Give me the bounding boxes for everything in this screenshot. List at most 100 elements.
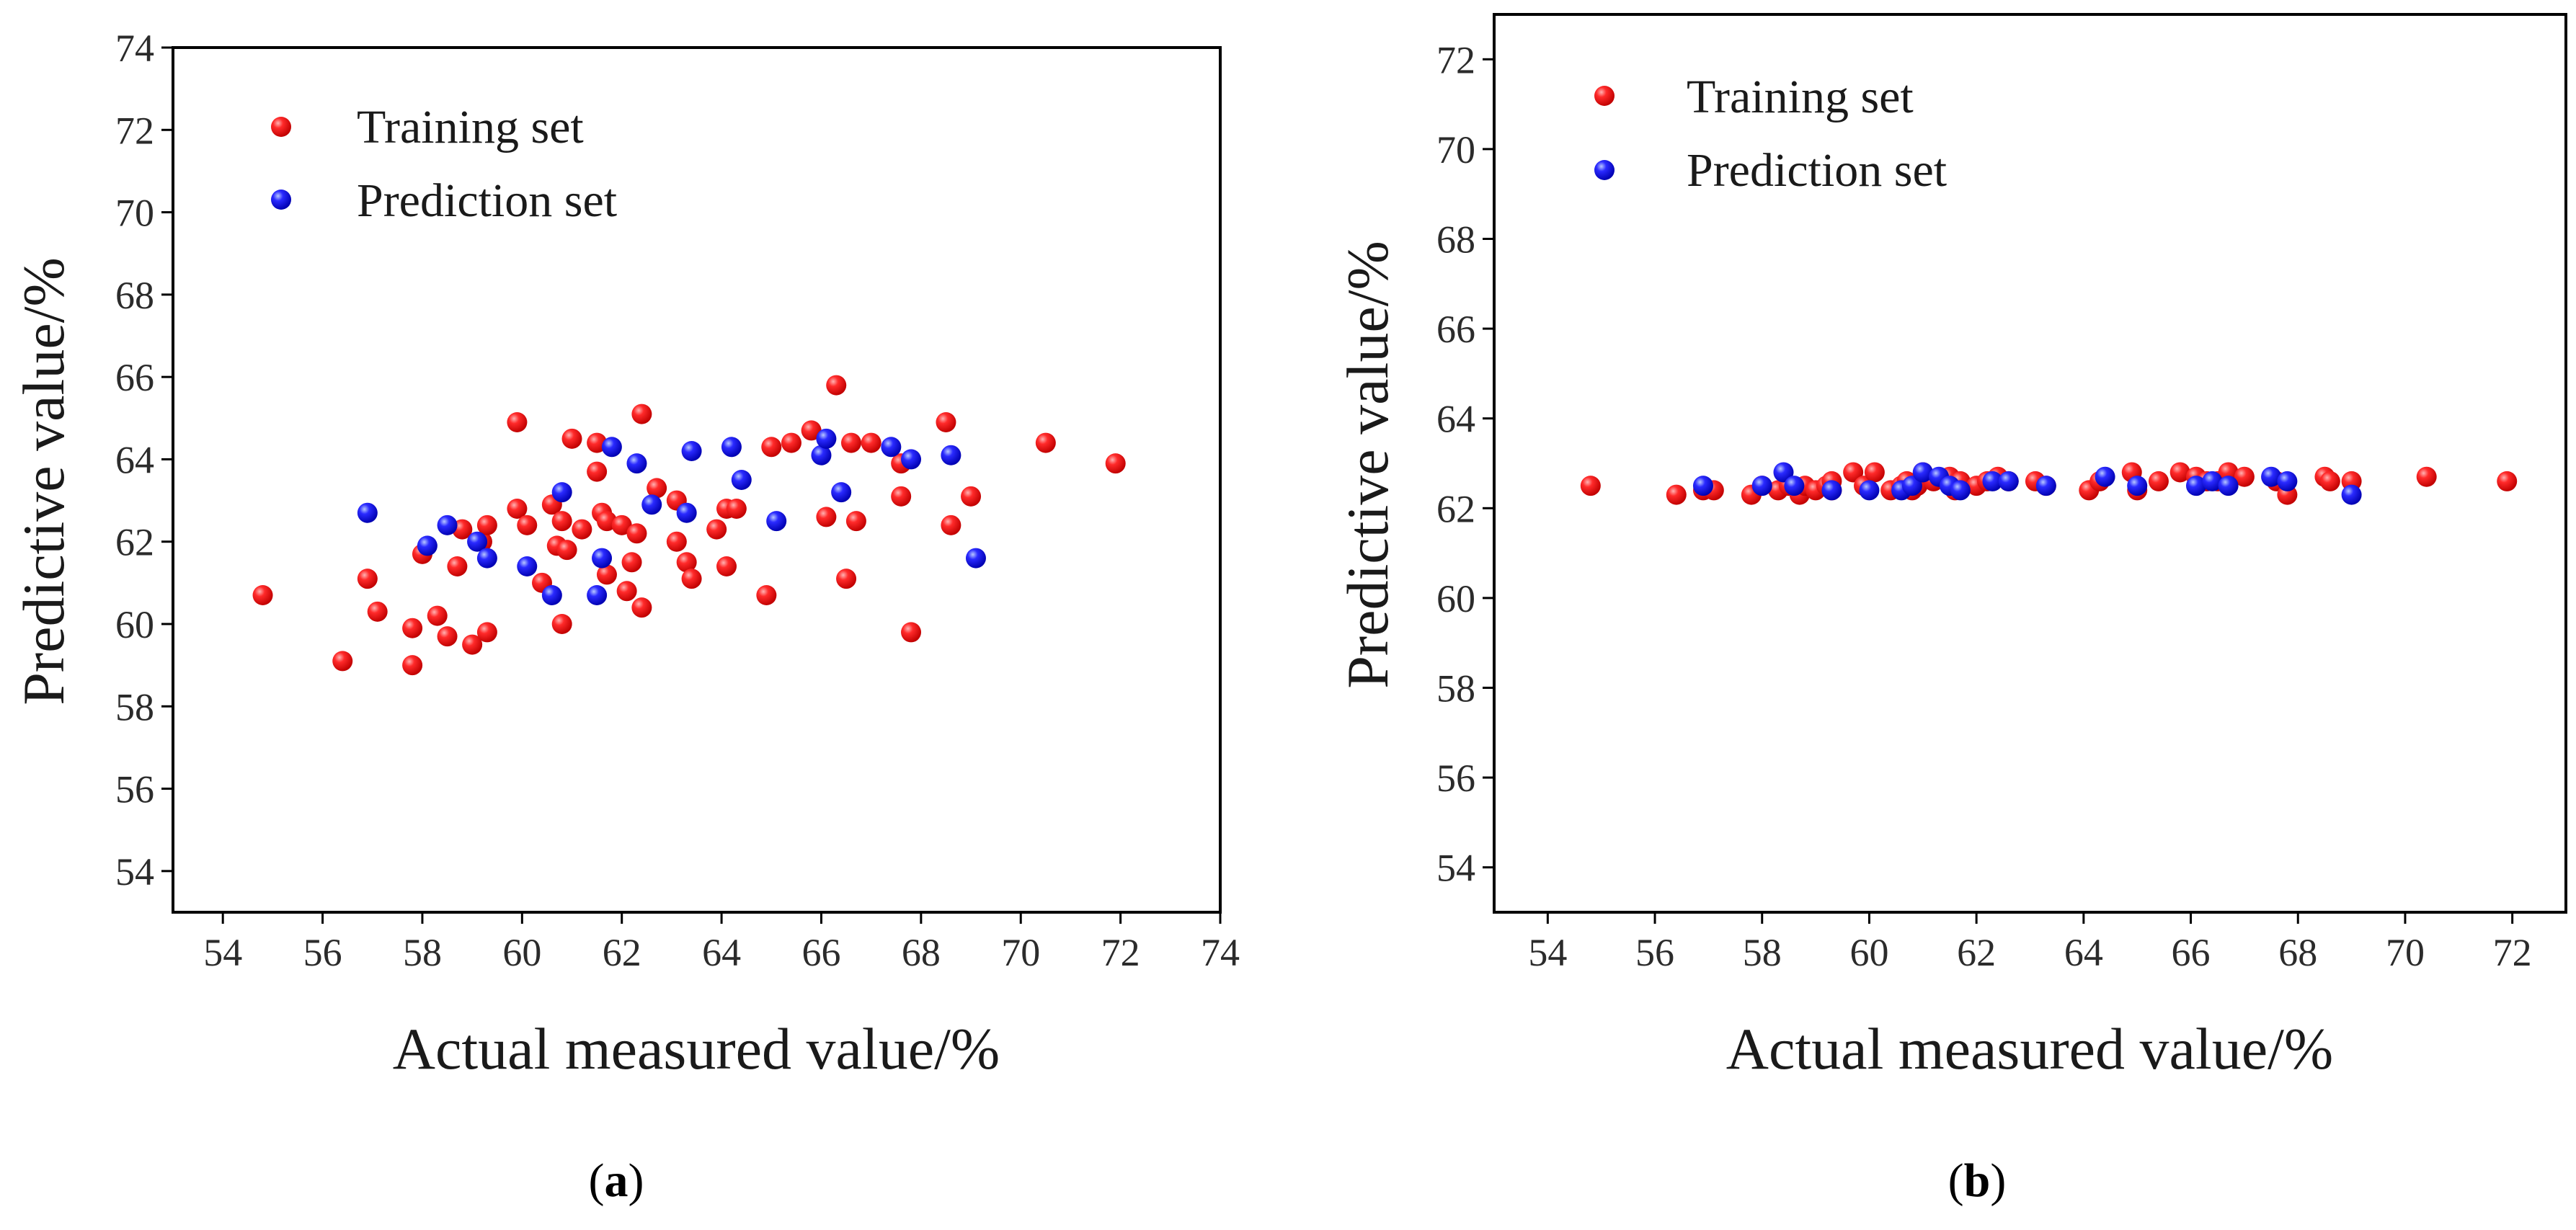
x-tick-label: 64: [2064, 931, 2103, 974]
training-set-point: [517, 514, 538, 535]
y-tick-label: 56: [1436, 757, 1475, 800]
training-set-point: [1843, 462, 1864, 483]
panel-b-prediction-points: [1692, 462, 2362, 505]
panel-b-legend-prediction-label: Prediction set: [1687, 144, 1947, 197]
training-set-point: [252, 585, 273, 605]
prediction-set-point: [766, 511, 787, 532]
y-tick-label: 54: [1436, 847, 1475, 890]
y-tick-label: 72: [1436, 38, 1475, 81]
prediction-set-point: [941, 445, 961, 465]
prediction-set-point: [731, 470, 752, 490]
panel-b-y-axis-title: Predictive value/%: [1335, 241, 1400, 689]
y-tick-label: 74: [115, 27, 154, 70]
prediction-set-point: [592, 548, 613, 569]
prediction-set-point: [676, 502, 697, 523]
training-set-point: [561, 428, 582, 449]
prediction-set-point: [965, 548, 986, 569]
prediction-set-point: [2277, 471, 2298, 491]
prediction-set-point: [626, 453, 647, 474]
y-tick-label: 64: [1436, 398, 1475, 441]
prediction-set-point: [2218, 476, 2239, 496]
training-set-point: [836, 569, 857, 589]
training-set-point: [621, 552, 642, 573]
prediction-set-point: [1821, 480, 1842, 501]
x-tick-label: 70: [2386, 931, 2425, 974]
panel-a-legend-training-label: Training set: [357, 101, 584, 153]
training-set-point: [616, 581, 637, 602]
training-set-point: [647, 478, 667, 499]
panel-b-legend-training-marker: [1594, 86, 1615, 106]
training-set-point: [1666, 484, 1687, 505]
prediction-set-point: [467, 531, 488, 552]
y-tick-label: 72: [115, 109, 154, 152]
panel-b-x-axis-title: Actual measured value/%: [1726, 1016, 2333, 1082]
x-tick-label: 54: [1528, 931, 1567, 974]
training-set-point: [941, 514, 961, 535]
y-tick-label: 64: [115, 438, 154, 481]
panel-b-legend: Training set Prediction set: [1594, 71, 1947, 197]
panel-b-x-ticks: 54 56 58 60 62 64 66 68 70 72: [1528, 912, 2532, 974]
training-set-point: [826, 375, 847, 396]
prediction-set-point: [357, 502, 378, 523]
prediction-set-point: [1784, 476, 1805, 496]
prediction-set-point: [437, 514, 458, 535]
y-tick-label: 68: [1436, 218, 1475, 262]
training-set-point: [631, 404, 652, 424]
panel-a-x-axis-title: Actual measured value/%: [393, 1016, 1000, 1082]
prediction-set-point: [1950, 480, 1971, 501]
prediction-set-point: [901, 449, 922, 470]
x-tick-label: 62: [1957, 931, 1996, 974]
x-tick-label: 68: [2278, 931, 2317, 974]
training-set-point: [801, 420, 822, 441]
prediction-set-point: [417, 535, 438, 556]
panel-a-x-ticks: 54 56 58 60 62 64 66 68 70 72 74: [203, 912, 1240, 974]
panel-a-legend-training-marker: [271, 117, 291, 137]
training-set-point: [781, 432, 801, 453]
prediction-set-point: [2095, 466, 2115, 487]
training-set-point: [2497, 471, 2518, 491]
x-tick-label: 62: [603, 931, 641, 974]
x-tick-label: 68: [902, 931, 941, 974]
panel-a-caption: (a): [589, 1154, 644, 1207]
y-tick-label: 58: [1436, 667, 1475, 710]
y-tick-label: 60: [1436, 577, 1475, 620]
x-tick-label: 56: [303, 931, 342, 974]
training-set-point: [706, 519, 727, 540]
training-set-point: [936, 412, 956, 432]
prediction-set-point: [517, 556, 538, 576]
y-tick-label: 68: [115, 274, 154, 317]
x-tick-label: 70: [1001, 931, 1040, 974]
training-set-point: [2169, 462, 2190, 483]
training-set-point: [402, 618, 423, 638]
panel-b: 54 56 58 60 62 64 66 68 70 72 54 56 58 60 62 64 66 68 70 7…: [1335, 13, 2567, 1207]
training-set-point: [556, 540, 577, 561]
prediction-set-point: [1773, 462, 1794, 483]
y-tick-label: 56: [115, 768, 154, 811]
training-set-point: [676, 552, 697, 573]
panel-a-plot-frame: [172, 46, 1222, 914]
training-set-point: [476, 514, 497, 535]
y-tick-label: 70: [115, 192, 154, 235]
training-set-point: [761, 437, 782, 458]
training-set-point: [476, 622, 497, 643]
training-set-point: [861, 432, 881, 453]
training-set-point: [961, 486, 982, 507]
panel-b-caption: (b): [1948, 1154, 2007, 1207]
y-tick-label: 60: [115, 603, 154, 646]
training-set-point: [507, 499, 528, 519]
training-set-point: [447, 556, 468, 576]
x-tick-label: 74: [1201, 931, 1240, 974]
panel-a-y-ticks: 54 56 58 60 62 64 66 68 70 72 74: [115, 27, 173, 893]
x-tick-label: 60: [502, 931, 541, 974]
prediction-set-point: [2127, 476, 2148, 496]
training-set-point: [507, 412, 528, 432]
y-tick-label: 70: [1436, 128, 1475, 171]
prediction-set-point: [1859, 480, 1880, 501]
training-set-point: [845, 511, 866, 532]
x-tick-label: 60: [1849, 931, 1888, 974]
panel-b-y-ticks: 54 56 58 60 62 64 66 68 70 72: [1436, 38, 1494, 890]
prediction-set-point: [2341, 484, 2362, 505]
x-tick-label: 56: [1635, 931, 1674, 974]
training-set-point: [587, 461, 608, 482]
